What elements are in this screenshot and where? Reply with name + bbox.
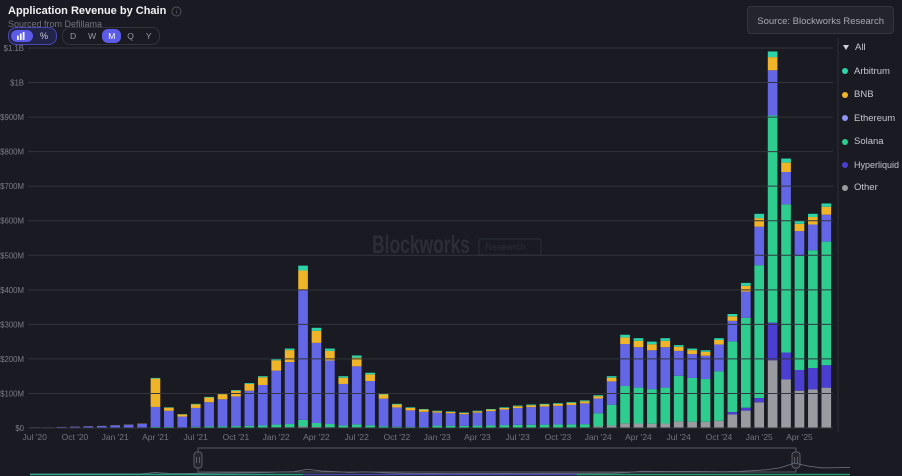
svg-text:$700M: $700M [0, 182, 24, 191]
svg-text:$900M: $900M [0, 113, 24, 122]
svg-text:$0: $0 [15, 424, 24, 433]
svg-text:$500M: $500M [0, 251, 24, 260]
svg-text:$300M: $300M [0, 320, 24, 329]
svg-text:$600M: $600M [0, 217, 24, 226]
svg-text:Apr '24: Apr '24 [625, 432, 652, 442]
svg-text:$1B: $1B [10, 79, 24, 88]
svg-text:Oct '23: Oct '23 [545, 432, 572, 442]
svg-text:$400M: $400M [0, 286, 24, 295]
svg-text:$1.1B: $1.1B [4, 44, 24, 53]
svg-text:Jul '22: Jul '22 [345, 432, 370, 442]
svg-text:Jul '23: Jul '23 [506, 432, 531, 442]
svg-text:Oct '22: Oct '22 [384, 432, 411, 442]
svg-text:Jul '20: Jul '20 [23, 432, 48, 442]
svg-text:Jan '21: Jan '21 [102, 432, 129, 442]
svg-text:Oct '20: Oct '20 [62, 432, 89, 442]
svg-text:Jan '24: Jan '24 [585, 432, 612, 442]
svg-text:Jul '24: Jul '24 [667, 432, 692, 442]
svg-text:Apr '23: Apr '23 [464, 432, 491, 442]
svg-text:Jan '25: Jan '25 [746, 432, 773, 442]
svg-text:Research: Research [485, 242, 526, 253]
svg-text:Jan '23: Jan '23 [424, 432, 451, 442]
svg-text:Oct '21: Oct '21 [223, 432, 250, 442]
svg-text:Jul '21: Jul '21 [184, 432, 209, 442]
svg-text:Apr '22: Apr '22 [303, 432, 330, 442]
svg-text:Oct '24: Oct '24 [706, 432, 733, 442]
svg-text:Apr '21: Apr '21 [142, 432, 169, 442]
svg-text:$800M: $800M [0, 148, 24, 157]
svg-text:Apr '25: Apr '25 [786, 432, 813, 442]
svg-text:Jan '22: Jan '22 [263, 432, 290, 442]
svg-text:$100M: $100M [0, 389, 24, 398]
svg-text:$200M: $200M [0, 355, 24, 364]
